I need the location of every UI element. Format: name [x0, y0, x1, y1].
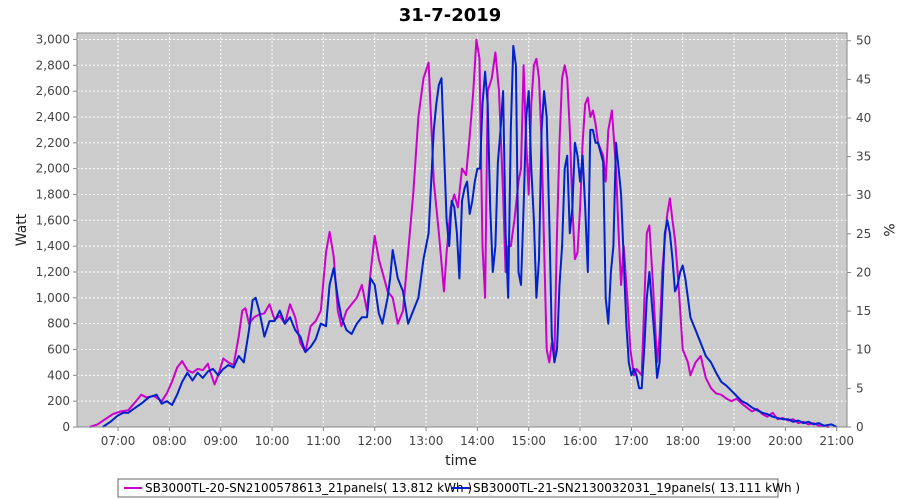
- plot-border: [76, 32, 848, 428]
- y2-tick-label: 25: [856, 227, 871, 241]
- x-tick-label: 13:00: [409, 434, 444, 448]
- y2-tick-label: 5: [856, 381, 864, 395]
- x-tick-label: 16:00: [563, 434, 598, 448]
- x-tick-label: 08:00: [152, 434, 187, 448]
- x-tick-label: 19:00: [717, 434, 752, 448]
- legend-label-2: SB3000TL-21-SN2130032031_19panels( 13.11…: [473, 481, 800, 495]
- y-tick-label: 1,600: [36, 213, 70, 227]
- y2-tick-label: 0: [856, 420, 864, 434]
- y2-tick-label: 20: [856, 265, 871, 279]
- x-tick-label: 20:00: [768, 434, 803, 448]
- x-tick-label: 12:00: [357, 434, 392, 448]
- x-tick-label: 21:00: [819, 434, 854, 448]
- y2-tick-label: 30: [856, 188, 871, 202]
- series-line-1: [89, 38, 830, 428]
- x-tick-label: 14:00: [460, 434, 495, 448]
- y-tick-label: 2,000: [36, 162, 70, 176]
- y2-tick-label: 35: [856, 150, 871, 164]
- y-tick-label: 600: [47, 342, 70, 356]
- y-tick-label: 1,400: [36, 239, 70, 253]
- y-tick-label: 2,400: [36, 110, 70, 124]
- y-tick-label: 0: [62, 420, 70, 434]
- y-tick-label: 2,800: [36, 58, 70, 72]
- y2-tick-label: 50: [856, 34, 871, 48]
- x-axis-label: time: [445, 453, 477, 469]
- y2-axis: 0 5 10 15 20 25 30 35 40 45 50: [847, 34, 871, 434]
- y2-tick-label: 40: [856, 111, 871, 125]
- x-tick-label: 10:00: [255, 434, 290, 448]
- legend: SB3000TL-20-SN2100578613_21panels( 13.81…: [117, 478, 800, 498]
- y-tick-label: 800: [47, 317, 70, 331]
- legend-box: [117, 478, 779, 498]
- y-tick-label: 3,000: [36, 32, 70, 46]
- y-tick-label: 200: [47, 394, 70, 408]
- x-axis: 07:00 08:00 09:00 10:00 11:00 12:00 13:00 14:00…: [101, 427, 854, 448]
- y-tick-label: 2,200: [36, 136, 70, 150]
- y2-tick-label: 10: [856, 343, 871, 357]
- y2-axis-label: %: [880, 223, 896, 236]
- y-tick-label: 1,000: [36, 291, 70, 305]
- x-tick-label: 15:00: [511, 434, 546, 448]
- y2-tick-label: 15: [856, 304, 871, 318]
- legend-label-1: SB3000TL-20-SN2100578613_21panels( 13.81…: [145, 481, 472, 495]
- y-axis: 0 200 400 600 800 1,000 1,200 1,400 1,600 1,800 2,…: [36, 32, 77, 434]
- y-tick-label: 2,600: [36, 84, 70, 98]
- chart-title: 31-7-2019: [399, 5, 502, 26]
- x-tick-label: 07:00: [101, 434, 136, 448]
- x-tick-label: 09:00: [203, 434, 238, 448]
- y-tick-label: 1,200: [36, 265, 70, 279]
- x-tick-label: 18:00: [665, 434, 700, 448]
- series-layer: [89, 38, 838, 428]
- series-line-2: [102, 44, 838, 428]
- x-tick-label: 17:00: [614, 434, 649, 448]
- x-tick-label: 11:00: [306, 434, 341, 448]
- y-tick-label: 400: [47, 368, 70, 382]
- y-tick-label: 1,800: [36, 187, 70, 201]
- y2-tick-label: 45: [856, 72, 871, 86]
- y-axis-label: Watt: [14, 213, 30, 246]
